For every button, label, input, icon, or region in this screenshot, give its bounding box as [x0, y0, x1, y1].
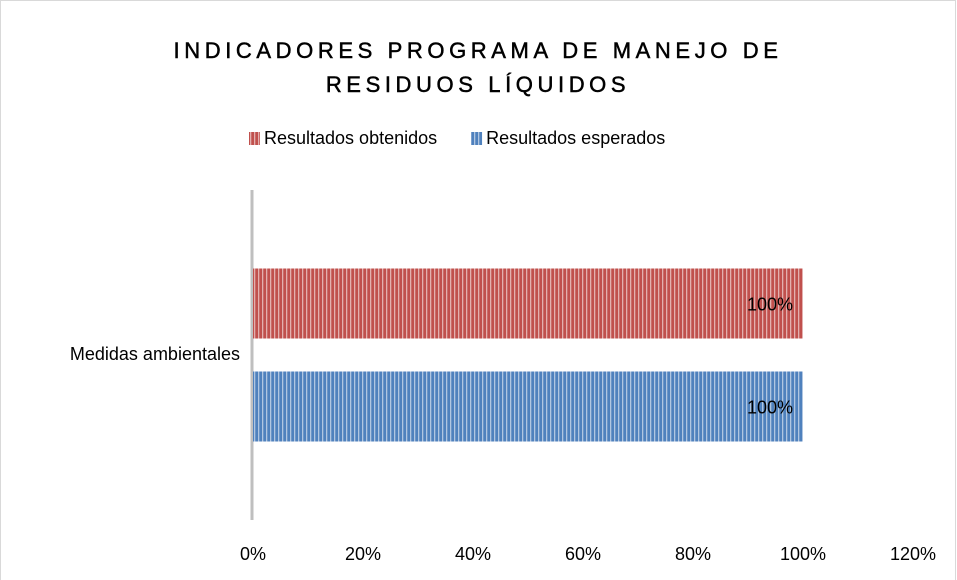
bar — [253, 268, 803, 339]
x-tick-label: 40% — [455, 544, 491, 564]
legend-marker — [471, 132, 483, 145]
data-label: 100% — [747, 397, 793, 417]
y-tick-label: Medidas ambientales — [70, 344, 240, 364]
data-label: 100% — [747, 294, 793, 314]
x-tick-label: 120% — [890, 544, 936, 564]
legend-label: Resultados obtenidos — [264, 128, 437, 148]
legend-label: Resultados esperados — [486, 128, 665, 148]
x-tick-label: 80% — [675, 544, 711, 564]
legend-marker — [249, 132, 260, 145]
bar — [253, 371, 803, 442]
x-tick-label: 20% — [345, 544, 381, 564]
chart-title: INDICADORES PROGRAMA DE MANEJO DE RESIDU… — [173, 38, 783, 98]
x-tick-label: 100% — [780, 544, 826, 564]
x-tick-label: 60% — [565, 544, 601, 564]
x-tick-label: 0% — [240, 544, 266, 564]
